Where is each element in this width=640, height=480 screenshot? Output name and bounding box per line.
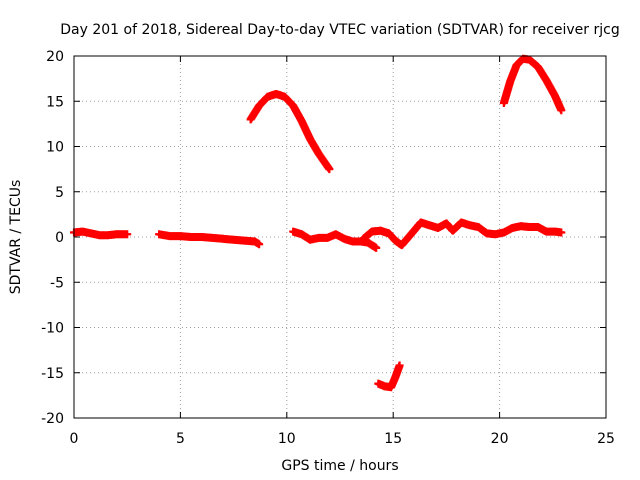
y-tick-label: -10	[41, 321, 64, 337]
data-point	[123, 230, 132, 239]
data-point	[557, 228, 566, 237]
data-point	[325, 165, 334, 174]
y-tick-label: 5	[55, 185, 64, 201]
y-axis-label: SDTVAR / TECUs	[8, 180, 24, 295]
y-tick-label: 20	[46, 49, 64, 65]
data-point	[372, 243, 381, 252]
y-tick-label: -5	[50, 275, 64, 291]
tick-labels: 0 5 10 15 20 25 -20 -15 -10 -5 0 5 10 15 20	[41, 49, 615, 447]
series-arc-3	[246, 90, 334, 174]
y-tick-label: 0	[55, 230, 64, 246]
x-axis-label: GPS time / hours	[281, 458, 398, 474]
series-arc-6	[374, 361, 404, 392]
series-arc-7	[499, 54, 566, 115]
y-tick-label: -15	[41, 366, 64, 382]
x-tick-label: 5	[176, 431, 185, 447]
data-point	[557, 106, 566, 115]
data-series	[70, 54, 566, 392]
y-tick-label: 10	[46, 140, 64, 156]
series-arc-2	[155, 230, 264, 249]
series-arc-5	[359, 218, 566, 250]
y-tick-label: 15	[46, 94, 64, 110]
data-point	[255, 240, 264, 249]
x-tick-label: 10	[278, 431, 296, 447]
series-arc-1	[70, 227, 132, 240]
x-tick-label: 25	[597, 431, 615, 447]
axes	[73, 55, 607, 419]
data-point	[395, 361, 404, 370]
chart-title: Day 201 of 2018, Sidereal Day-to-day VTE…	[60, 22, 619, 38]
y-tick-label: -20	[41, 411, 64, 427]
x-tick-label: 15	[384, 431, 402, 447]
x-tick-label: 20	[491, 431, 509, 447]
series-arc-4	[289, 227, 381, 252]
x-tick-label: 0	[70, 431, 79, 447]
